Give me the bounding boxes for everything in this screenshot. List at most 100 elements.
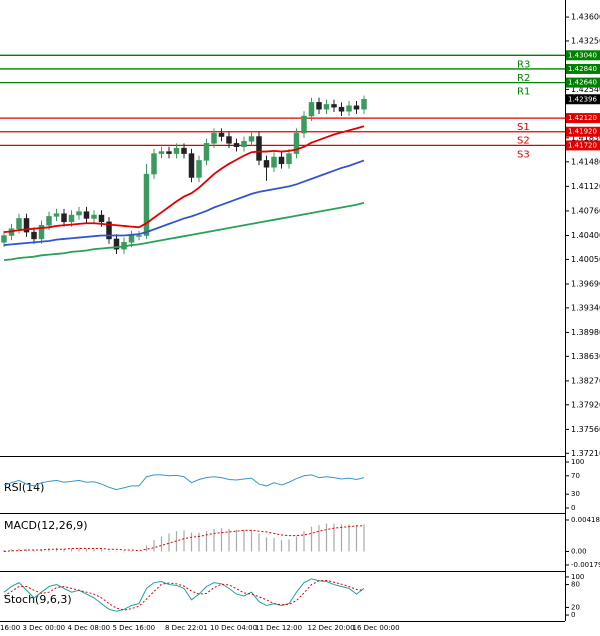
macd-bar <box>130 551 133 552</box>
candle-body <box>38 225 45 240</box>
macd-bar <box>355 525 358 552</box>
current-price-label: 1.42396 <box>568 95 597 103</box>
y-tick-label: 1.38630 <box>571 352 600 361</box>
candle-body <box>248 136 255 142</box>
macd-bar <box>168 533 170 552</box>
macd-bar <box>70 548 73 552</box>
candle-body <box>263 160 270 168</box>
macd-bar <box>265 537 268 552</box>
candle-body <box>166 151 172 154</box>
level-name: S2 <box>517 136 530 147</box>
macd-bar <box>348 524 350 552</box>
y-tick-label: 1.38270 <box>571 376 600 385</box>
candle-body <box>46 216 52 226</box>
macd-bar <box>228 528 230 552</box>
y-tick-label: 1.43250 <box>571 36 600 45</box>
macd-bar <box>123 551 125 553</box>
macd-bar <box>138 551 140 552</box>
y-tick-label: 1.40760 <box>571 206 600 215</box>
series-line <box>3 201 365 261</box>
candle-body <box>203 143 210 161</box>
level-name: R3 <box>517 59 530 70</box>
macd-bar <box>333 523 335 552</box>
candle-body <box>23 218 30 233</box>
indicator-title: Stoch(9,6,3) <box>4 593 72 606</box>
x-tick-label: 3 Dec 00:00 <box>23 624 66 632</box>
y-tick-label: 1.42540 <box>571 85 600 94</box>
y-tick-label: 1.40050 <box>571 255 600 264</box>
macd-bar <box>183 530 185 552</box>
x-tick-label: 12 Dec 20:00 <box>308 624 355 632</box>
macd-bar <box>235 529 238 552</box>
y-tick-label: 1.41120 <box>571 182 600 191</box>
candle-body <box>61 213 67 223</box>
macd-bar <box>288 539 290 552</box>
level-box <box>566 113 600 124</box>
y-tick-label: 70 <box>571 472 580 480</box>
level-box <box>566 126 600 137</box>
level-name: R1 <box>517 87 530 98</box>
y-tick-label: -0.001794 <box>571 561 600 569</box>
candle-body <box>31 231 37 240</box>
candle-body <box>218 132 225 137</box>
candle-body <box>316 102 322 110</box>
level-box <box>566 50 600 61</box>
level-name: S1 <box>517 122 530 133</box>
x-tick-label: 16:00 <box>0 624 20 632</box>
candle-body <box>241 141 247 148</box>
macd-bar <box>115 551 118 553</box>
candle-body <box>83 211 90 219</box>
y-tick-label: 1.41830 <box>571 133 600 142</box>
level-box <box>566 140 600 151</box>
series-line <box>3 125 365 233</box>
candle-body <box>308 102 315 117</box>
y-tick-label: 1.39690 <box>571 279 600 288</box>
macd-bar <box>78 547 80 552</box>
series-line <box>3 578 365 612</box>
macd-bar <box>325 523 328 552</box>
indicator-title: MACD(12,26,9) <box>4 519 88 532</box>
candle-body <box>278 156 285 165</box>
level-label: 1.43040 <box>568 51 597 59</box>
macd-bar <box>48 548 50 552</box>
y-tick-label: 1.37920 <box>571 400 600 409</box>
y-tick-label: 0.004181 <box>571 516 600 524</box>
candle-body <box>128 235 135 243</box>
candle-body <box>361 99 367 110</box>
candle-body <box>68 214 75 223</box>
macd-bar <box>153 540 155 552</box>
indicator-title: RSI(14) <box>4 481 44 494</box>
y-tick-label: 30 <box>571 490 580 498</box>
candle-body <box>331 104 337 108</box>
macd-bar <box>198 532 200 552</box>
x-tick-label: 11 Dec 12:00 <box>255 624 302 632</box>
y-tick-label: 1.37210 <box>571 449 600 458</box>
candle-body <box>211 132 217 144</box>
candle-body <box>338 106 345 112</box>
y-tick-label: 1.41480 <box>571 157 600 166</box>
macd-bar <box>145 545 148 552</box>
macd-bar <box>205 531 208 552</box>
candle-body <box>91 214 97 219</box>
macd-bar <box>93 548 95 552</box>
level-name: R2 <box>517 73 530 84</box>
macd-bar <box>220 528 223 552</box>
candle-body <box>173 147 180 154</box>
macd-bar <box>340 524 343 552</box>
level-box <box>566 77 600 88</box>
level-label: 1.41920 <box>568 128 597 136</box>
candle-body <box>16 218 22 229</box>
level-label: 1.41720 <box>568 141 597 149</box>
macd-bar <box>363 524 365 552</box>
y-tick-label: 1.43600 <box>571 13 600 22</box>
current-price-box <box>566 94 600 105</box>
macd-bar <box>273 537 275 552</box>
level-label: 1.42640 <box>568 79 597 87</box>
candle-body <box>143 173 150 236</box>
x-tick-label: 10 Dec 04:00 <box>210 624 257 632</box>
macd-bar <box>295 536 298 552</box>
candle-body <box>233 143 240 148</box>
y-tick-label: 0 <box>571 504 575 512</box>
